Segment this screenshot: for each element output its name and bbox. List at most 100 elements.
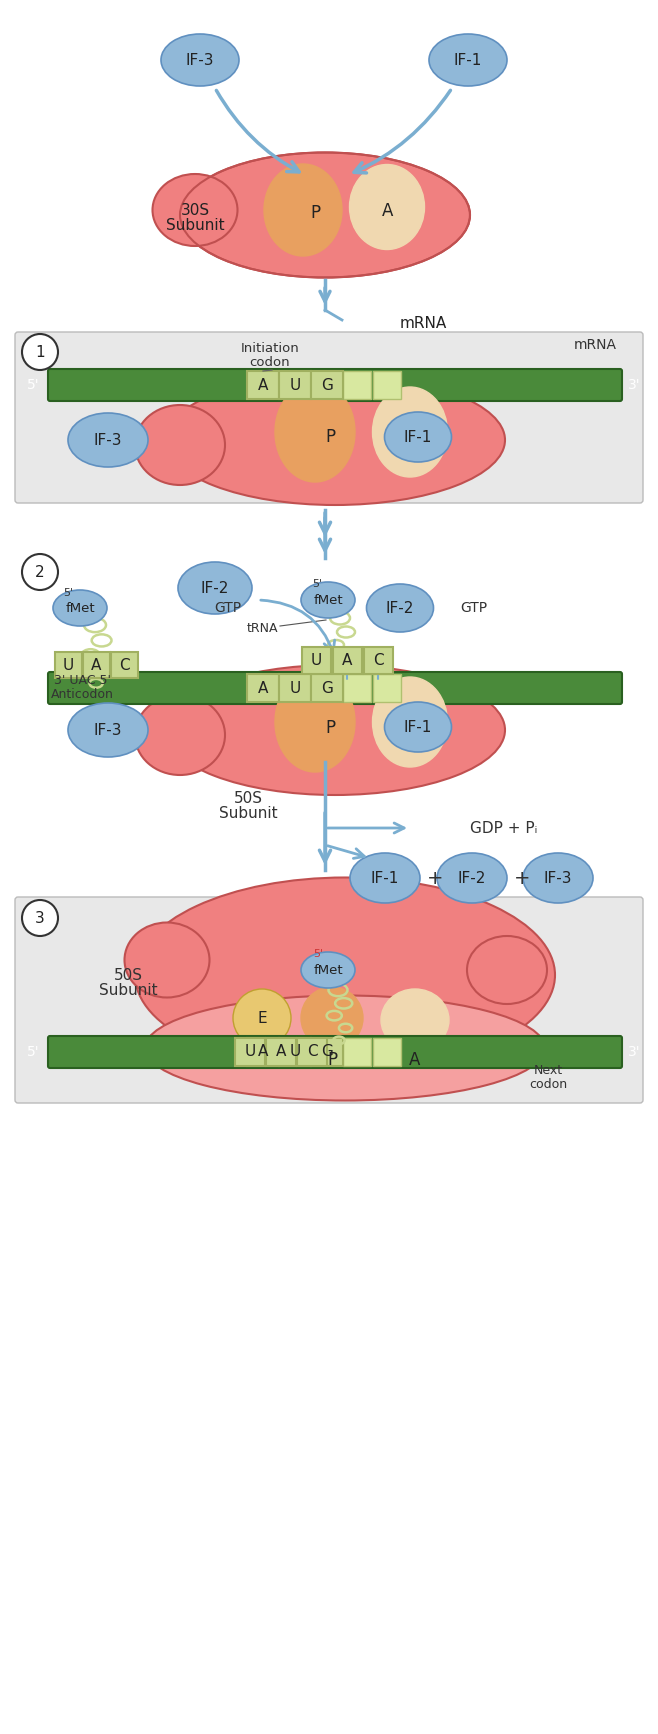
Text: Anticodon: Anticodon xyxy=(51,687,113,701)
Text: IF-1: IF-1 xyxy=(371,870,399,886)
Ellipse shape xyxy=(264,165,342,257)
Text: Subunit: Subunit xyxy=(99,983,157,997)
FancyBboxPatch shape xyxy=(301,647,330,673)
Text: IF-2: IF-2 xyxy=(201,581,229,595)
Text: 5': 5' xyxy=(28,681,40,695)
Ellipse shape xyxy=(135,877,555,1073)
Text: mRNA: mRNA xyxy=(574,338,617,352)
Text: fMet: fMet xyxy=(313,593,343,607)
Text: 5': 5' xyxy=(28,378,40,392)
FancyBboxPatch shape xyxy=(311,1039,343,1066)
Text: IF-3: IF-3 xyxy=(93,723,122,737)
Text: 5': 5' xyxy=(312,579,322,590)
Ellipse shape xyxy=(301,987,363,1049)
FancyBboxPatch shape xyxy=(297,1039,327,1066)
FancyBboxPatch shape xyxy=(247,371,279,399)
Ellipse shape xyxy=(124,922,209,997)
FancyBboxPatch shape xyxy=(247,675,279,702)
FancyBboxPatch shape xyxy=(311,675,343,702)
Text: A: A xyxy=(409,1051,420,1068)
FancyBboxPatch shape xyxy=(343,1039,371,1066)
Ellipse shape xyxy=(180,153,470,277)
FancyBboxPatch shape xyxy=(48,369,622,401)
Ellipse shape xyxy=(165,666,505,794)
Text: GTP: GTP xyxy=(460,602,487,616)
Text: G: G xyxy=(321,378,333,392)
Text: IF-2: IF-2 xyxy=(458,870,486,886)
Ellipse shape xyxy=(68,413,148,466)
Ellipse shape xyxy=(372,676,447,766)
Text: A: A xyxy=(258,378,268,392)
Text: U: U xyxy=(311,652,322,668)
Text: U: U xyxy=(290,1044,301,1059)
Ellipse shape xyxy=(153,173,238,246)
FancyBboxPatch shape xyxy=(55,652,82,678)
Text: codon: codon xyxy=(529,1077,567,1091)
Text: C: C xyxy=(307,1044,317,1059)
FancyBboxPatch shape xyxy=(373,675,401,702)
Ellipse shape xyxy=(161,35,239,87)
FancyBboxPatch shape xyxy=(111,652,138,678)
Text: Subunit: Subunit xyxy=(218,806,277,820)
Circle shape xyxy=(22,553,58,590)
Ellipse shape xyxy=(437,853,507,903)
Text: 2: 2 xyxy=(35,565,45,579)
Ellipse shape xyxy=(275,673,355,772)
Ellipse shape xyxy=(384,702,451,753)
FancyBboxPatch shape xyxy=(373,1039,401,1066)
Text: P: P xyxy=(310,205,320,222)
Text: fMet: fMet xyxy=(65,602,95,614)
Text: G: G xyxy=(321,1044,333,1059)
Text: 5': 5' xyxy=(63,588,73,598)
Text: 1: 1 xyxy=(35,345,45,359)
Text: U: U xyxy=(290,378,301,392)
Text: 3': 3' xyxy=(628,378,641,392)
Text: +: + xyxy=(427,869,443,888)
Text: Initiation: Initiation xyxy=(241,342,299,354)
Ellipse shape xyxy=(275,381,355,482)
Text: 50S: 50S xyxy=(234,791,263,806)
Text: U: U xyxy=(244,1044,255,1059)
Ellipse shape xyxy=(145,995,545,1101)
Text: E: E xyxy=(257,1011,266,1025)
Text: IF-3: IF-3 xyxy=(544,870,572,886)
Text: IF-3: IF-3 xyxy=(93,432,122,447)
Text: A: A xyxy=(342,652,352,668)
Text: Next: Next xyxy=(534,1063,563,1077)
Text: Subunit: Subunit xyxy=(166,217,224,232)
Ellipse shape xyxy=(301,583,355,617)
Ellipse shape xyxy=(233,988,291,1047)
Text: IF-1: IF-1 xyxy=(454,52,482,68)
FancyBboxPatch shape xyxy=(82,652,109,678)
Ellipse shape xyxy=(349,165,424,250)
Ellipse shape xyxy=(68,702,148,758)
Ellipse shape xyxy=(178,562,252,614)
Text: tRNA: tRNA xyxy=(247,621,278,635)
FancyBboxPatch shape xyxy=(332,647,361,673)
FancyBboxPatch shape xyxy=(247,1039,279,1066)
Text: IF-1: IF-1 xyxy=(404,430,432,444)
Text: 50S: 50S xyxy=(113,968,143,983)
Text: +: + xyxy=(514,869,530,888)
Text: 3' UAC 5': 3' UAC 5' xyxy=(53,673,111,687)
FancyBboxPatch shape xyxy=(343,371,371,399)
Text: P: P xyxy=(325,720,335,737)
Text: A: A xyxy=(91,657,101,673)
Circle shape xyxy=(22,900,58,936)
FancyBboxPatch shape xyxy=(279,1039,311,1066)
Ellipse shape xyxy=(135,695,225,775)
FancyBboxPatch shape xyxy=(279,371,311,399)
Text: C: C xyxy=(118,657,130,673)
FancyBboxPatch shape xyxy=(279,675,311,702)
Text: codon: codon xyxy=(249,355,290,369)
FancyBboxPatch shape xyxy=(15,331,643,503)
Ellipse shape xyxy=(135,406,225,486)
Ellipse shape xyxy=(384,413,451,461)
Text: 3: 3 xyxy=(35,910,45,926)
FancyBboxPatch shape xyxy=(343,675,371,702)
Text: mRNA: mRNA xyxy=(400,316,447,331)
Text: C: C xyxy=(372,652,384,668)
Ellipse shape xyxy=(381,988,449,1051)
Text: G: G xyxy=(321,680,333,695)
Text: fMet: fMet xyxy=(313,964,343,976)
